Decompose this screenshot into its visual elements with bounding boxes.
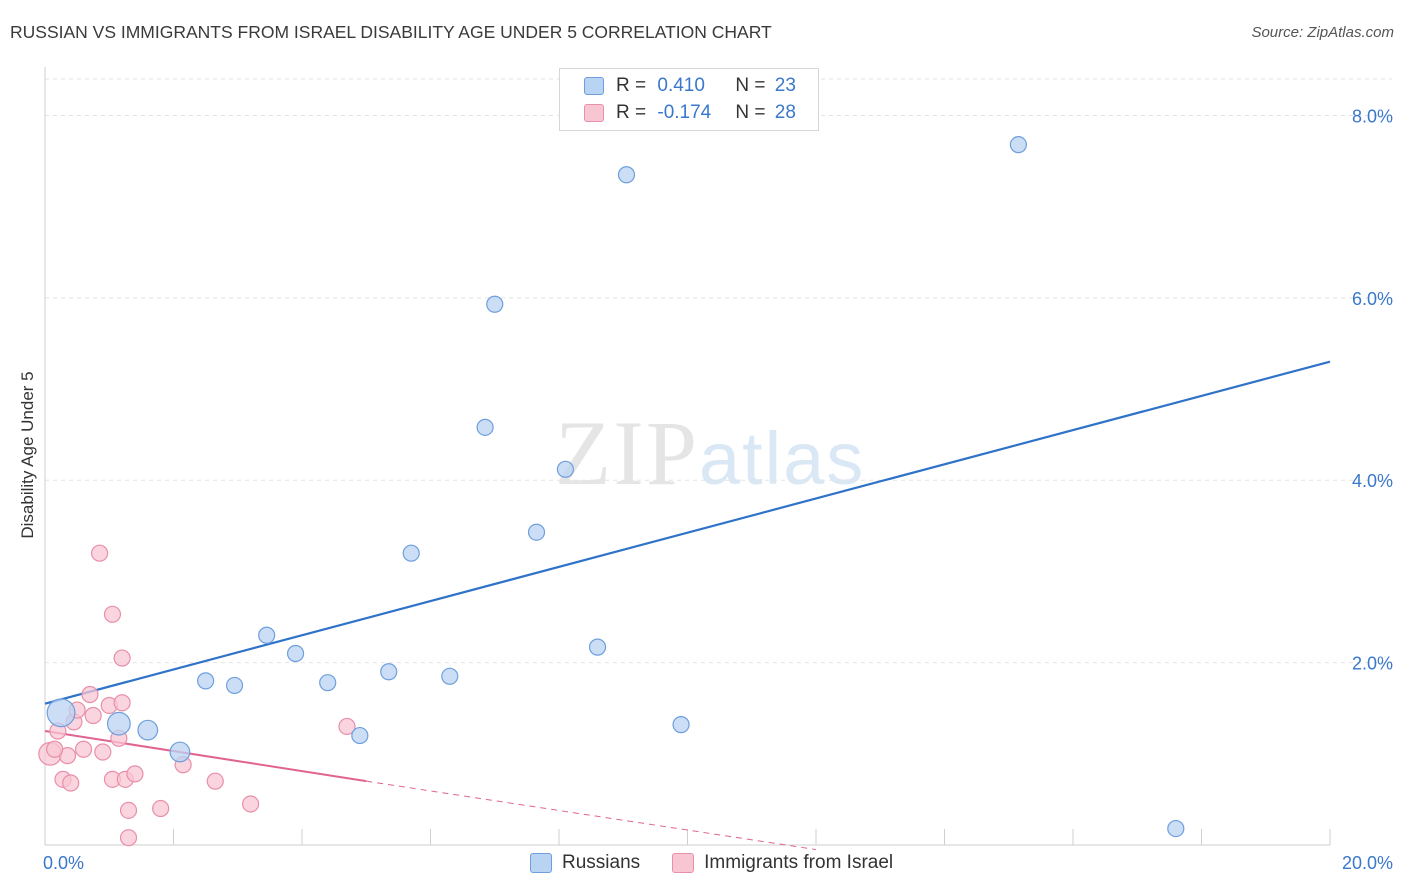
trend-line-russians xyxy=(44,360,1331,705)
data-point-israel xyxy=(84,706,102,725)
data-point-israel xyxy=(242,795,260,813)
data-point-russians xyxy=(486,295,504,313)
data-point-israel xyxy=(62,774,80,792)
y-tick-label: 2.0% xyxy=(1352,654,1393,674)
stats-legend: R = 0.410 N = 23 R = -0.174 N = 28 xyxy=(559,68,819,131)
data-point-russians xyxy=(588,638,607,656)
legend-swatch-russians xyxy=(530,853,552,873)
data-point-israel xyxy=(74,740,93,758)
data-point-israel xyxy=(119,801,138,819)
data-point-israel xyxy=(46,740,64,758)
y-tick-label: 8.0% xyxy=(1352,106,1393,126)
data-point-russians xyxy=(319,674,337,692)
legend-swatch-israel xyxy=(584,104,604,122)
data-point-russians xyxy=(106,711,131,736)
legend-n-value-israel: 28 xyxy=(774,102,796,123)
series-legend: Russians Immigrants from Israel xyxy=(530,852,893,874)
data-point-russians xyxy=(1009,136,1027,154)
grid-lines xyxy=(45,78,1392,664)
data-point-israel xyxy=(94,743,112,761)
legend-n-label: N = xyxy=(735,75,771,96)
data-point-russians xyxy=(402,544,420,562)
data-point-israel xyxy=(338,717,356,736)
trend-line-israel-extension xyxy=(366,780,817,851)
data-point-russians xyxy=(286,644,305,663)
legend-n-label: N = xyxy=(735,102,771,123)
data-point-russians xyxy=(197,672,215,690)
x-tick-label: 0.0% xyxy=(43,853,84,873)
legend-n-value-russians: 23 xyxy=(774,75,796,96)
data-point-israel xyxy=(91,544,109,562)
y-axis-label: Disability Age Under 5 xyxy=(18,371,37,539)
legend-r-value-israel: -0.174 xyxy=(657,102,712,123)
data-point-russians xyxy=(258,626,276,644)
data-point-israel xyxy=(81,685,99,704)
watermark-zip: ZIP xyxy=(555,402,699,504)
data-point-israel xyxy=(103,605,122,623)
data-point-russians xyxy=(527,523,546,541)
x-tick-label: 20.0% xyxy=(1342,853,1393,873)
data-point-russians xyxy=(380,663,398,681)
watermark-atlas: atlas xyxy=(699,417,866,500)
legend-row-russians: R = 0.410 N = 23 xyxy=(584,73,796,99)
data-point-israel xyxy=(119,829,138,847)
y-tick-label: 4.0% xyxy=(1352,471,1393,491)
data-point-russians xyxy=(617,166,636,184)
legend-swatch-israel xyxy=(672,853,695,873)
data-point-israel xyxy=(126,765,144,783)
data-points xyxy=(38,136,1185,847)
trend-line-israel xyxy=(44,730,367,783)
data-point-russians xyxy=(137,719,159,741)
axes xyxy=(44,67,1331,846)
data-point-russians xyxy=(672,716,690,734)
chart-title: RUSSIAN VS IMMIGRANTS FROM ISRAEL DISABI… xyxy=(10,22,772,42)
data-point-israel xyxy=(113,649,131,667)
legend-r-label: R = xyxy=(616,75,652,96)
legend-r-label: R = xyxy=(616,102,652,123)
legend-label-russians: Russians xyxy=(562,852,641,873)
legend-swatch-russians xyxy=(584,77,604,95)
data-point-russians xyxy=(169,741,191,763)
watermark: ZIPatlas xyxy=(555,400,865,506)
legend-r-value-russians: 0.410 xyxy=(657,75,705,96)
data-point-israel xyxy=(113,694,131,712)
data-point-russians xyxy=(225,676,244,695)
data-point-israel xyxy=(206,772,224,790)
trend-lines xyxy=(44,360,1331,851)
legend-row-israel: R = -0.174 N = 28 xyxy=(584,100,796,126)
source-label: Source: ZipAtlas.com xyxy=(1251,24,1394,41)
data-point-russians xyxy=(46,698,76,728)
data-point-israel xyxy=(152,799,170,818)
legend-label-israel: Immigrants from Israel xyxy=(704,852,894,873)
data-point-russians xyxy=(441,667,459,685)
data-point-russians xyxy=(556,460,575,478)
data-point-russians xyxy=(476,418,494,436)
tick-labels: 2.0% 4.0% 6.0% 8.0% 0.0% 20.0% xyxy=(43,106,1393,873)
data-point-russians xyxy=(351,726,369,745)
data-point-russians xyxy=(1167,819,1185,838)
y-tick-label: 6.0% xyxy=(1352,289,1393,309)
